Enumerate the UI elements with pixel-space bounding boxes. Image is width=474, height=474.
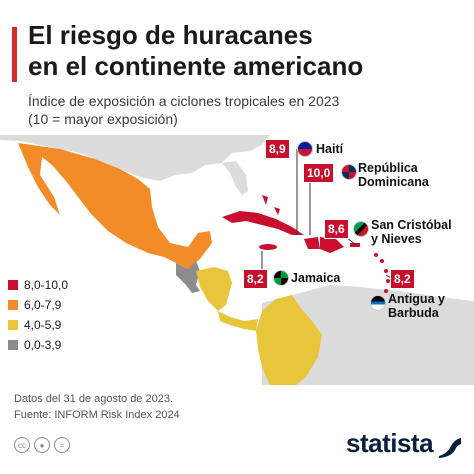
san-cristobal-label-line-2: y Nieves [371, 232, 422, 246]
legend-item: 8,0-10,0 [8, 275, 88, 295]
legend-swatch [8, 300, 18, 310]
dominican-republic-value-badge: 10,0 [303, 163, 335, 183]
legend-label: 0,0-3,9 [24, 338, 62, 352]
statista-logo[interactable]: statista [346, 428, 434, 458]
footer: Datos del 31 de agosto de 2023. Fuente: … [14, 391, 180, 423]
statista-logo-mark-icon [439, 438, 461, 458]
antigua-flag-icon [370, 295, 386, 311]
no-derivatives-icon[interactable]: = [54, 437, 70, 453]
florida-region [222, 161, 248, 195]
cuba-region [222, 211, 304, 235]
creative-commons-icon[interactable]: cc [14, 437, 30, 453]
mexico-region [18, 143, 212, 269]
haiti-flag-icon [297, 141, 313, 157]
legend-item: 6,0-7,9 [8, 295, 88, 315]
legend-label: 4,0-5,9 [24, 318, 62, 332]
legend-label: 6,0-7,9 [24, 298, 62, 312]
jamaica-flag-icon [273, 270, 289, 286]
antigua-label-line-2: Barbuda [388, 306, 439, 320]
title-line-1: El riesgo de huracanes [28, 20, 313, 50]
dominican-republic-label: República Dominicana [358, 161, 429, 189]
honduras-region [196, 267, 232, 311]
legend-label: 8,0-10,0 [24, 278, 69, 292]
legend-item: 4,0-5,9 [8, 315, 88, 335]
legend-swatch [8, 320, 18, 330]
subtitle-line-2: (10 = mayor exposición) [28, 111, 178, 127]
legend: 8,0-10,0 6,0-7,9 4,0-5,9 0,0-3,9 [8, 275, 88, 355]
san-cristobal-label: San Cristóbal y Nieves [371, 218, 452, 246]
title-accent-bar [12, 27, 17, 82]
jamaica-value-badge: 8,2 [243, 269, 268, 289]
title-line-2: en el continente americano [28, 51, 364, 81]
antigua-label-line-1: Antigua y [388, 292, 445, 306]
source-note: Fuente: INFORM Risk Index 2024 [14, 409, 180, 421]
page-title: El riesgo de huracanes en el continente … [28, 20, 458, 82]
antigua-value-badge: 8,2 [390, 269, 415, 289]
jamaica-region [259, 244, 277, 250]
license-icons: cc ● = [14, 437, 70, 453]
lesser-antilles [374, 253, 390, 293]
dominican-republic-label-line-1: República [358, 161, 418, 175]
legend-item: 0,0-3,9 [8, 335, 88, 355]
dominican-republic-region [320, 237, 344, 253]
jamaica-label: Jamaica [291, 271, 341, 285]
puerto-rico-region [350, 243, 360, 247]
haiti-region [304, 237, 320, 249]
san-cristobal-value-badge: 8,6 [324, 219, 349, 239]
legend-swatch [8, 280, 18, 290]
map [0, 135, 474, 385]
dominican-republic-label-line-2: Dominicana [358, 175, 429, 189]
attribution-icon[interactable]: ● [34, 437, 50, 453]
antigua-label: Antigua y Barbuda [388, 292, 445, 320]
san-cristobal-flag-icon [353, 221, 369, 237]
el-salvador-region [186, 285, 200, 293]
bahamas-region [262, 195, 280, 215]
usa-region [0, 135, 270, 181]
dominican-republic-flag-icon [341, 164, 357, 180]
guatemala-region [176, 261, 200, 285]
page-subtitle: Índice de exposición a ciclones tropical… [28, 92, 458, 128]
haiti-value-badge: 8,9 [265, 139, 290, 159]
san-cristobal-label-line-1: San Cristóbal [371, 218, 452, 232]
panama-region [218, 311, 258, 331]
legend-swatch [8, 340, 18, 350]
colombia-region [256, 295, 322, 385]
date-note: Datos del 31 de agosto de 2023. [14, 393, 174, 405]
haiti-label: Haití [316, 142, 344, 156]
subtitle-line-1: Índice de exposición a ciclones tropical… [28, 93, 340, 109]
